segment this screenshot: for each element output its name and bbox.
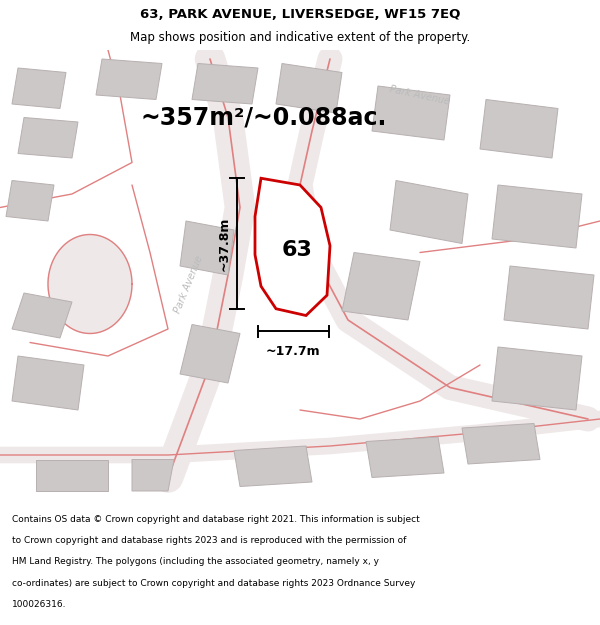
Text: to Crown copyright and database rights 2023 and is reproduced with the permissio: to Crown copyright and database rights 2… (12, 536, 406, 545)
Polygon shape (12, 293, 72, 338)
Text: ~357m²/~0.088ac.: ~357m²/~0.088ac. (141, 106, 387, 129)
Polygon shape (492, 347, 582, 410)
Polygon shape (390, 181, 468, 244)
Polygon shape (234, 446, 312, 486)
Text: co-ordinates) are subject to Crown copyright and database rights 2023 Ordnance S: co-ordinates) are subject to Crown copyr… (12, 579, 415, 587)
Text: ~37.8m: ~37.8m (217, 216, 230, 271)
Polygon shape (18, 118, 78, 158)
Text: HM Land Registry. The polygons (including the associated geometry, namely x, y: HM Land Registry. The polygons (includin… (12, 558, 379, 566)
Text: 63: 63 (281, 240, 313, 260)
Polygon shape (276, 64, 342, 113)
Polygon shape (12, 356, 84, 410)
Polygon shape (366, 437, 444, 478)
Polygon shape (36, 459, 108, 491)
Polygon shape (372, 86, 450, 140)
Text: 63, PARK AVENUE, LIVERSEDGE, WF15 7EQ: 63, PARK AVENUE, LIVERSEDGE, WF15 7EQ (140, 8, 460, 21)
Polygon shape (180, 221, 234, 275)
Polygon shape (462, 424, 540, 464)
Text: 100026316.: 100026316. (12, 600, 67, 609)
Polygon shape (96, 59, 162, 99)
Polygon shape (48, 234, 132, 334)
Text: Contains OS data © Crown copyright and database right 2021. This information is : Contains OS data © Crown copyright and d… (12, 515, 420, 524)
Text: Park Avenue: Park Avenue (173, 254, 205, 314)
Polygon shape (6, 181, 54, 221)
Polygon shape (255, 178, 330, 316)
Polygon shape (342, 253, 420, 320)
Polygon shape (180, 324, 240, 383)
Text: Map shows position and indicative extent of the property.: Map shows position and indicative extent… (130, 31, 470, 44)
Polygon shape (132, 459, 174, 491)
Polygon shape (192, 64, 258, 104)
Polygon shape (504, 266, 594, 329)
Polygon shape (12, 68, 66, 109)
Polygon shape (492, 185, 582, 248)
Text: Park Avenue: Park Avenue (389, 84, 451, 106)
Polygon shape (480, 99, 558, 158)
Text: ~17.7m: ~17.7m (266, 345, 321, 358)
